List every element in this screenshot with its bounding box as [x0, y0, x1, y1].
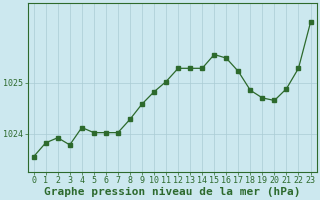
- X-axis label: Graphe pression niveau de la mer (hPa): Graphe pression niveau de la mer (hPa): [44, 186, 300, 197]
